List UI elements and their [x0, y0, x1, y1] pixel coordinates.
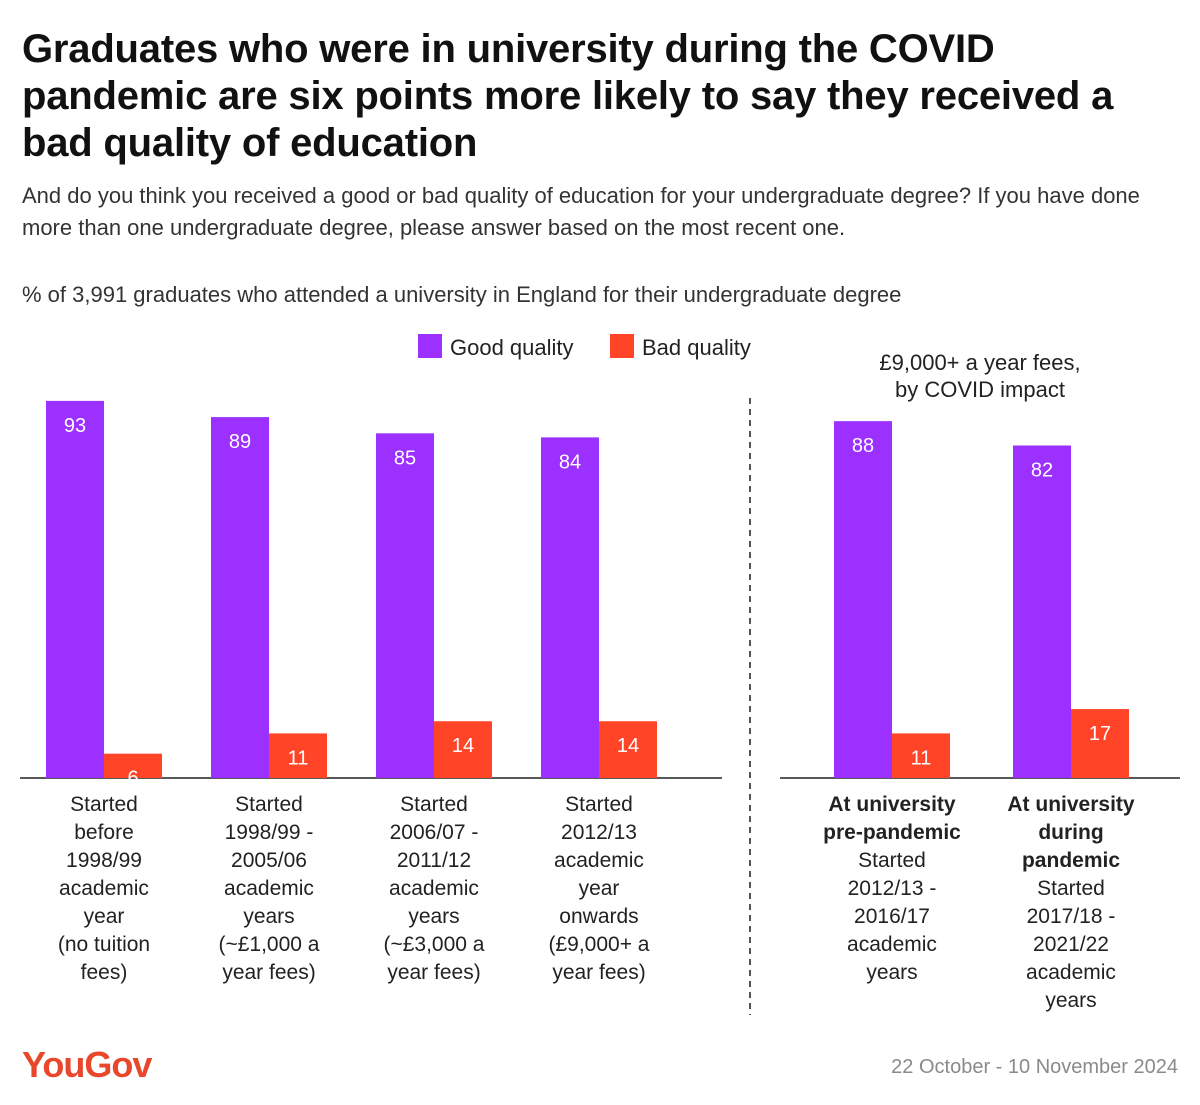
bar-bad-quality: [269, 733, 327, 778]
chart-subtitle: And do you think you received a good or …: [22, 183, 1140, 240]
chart-title: Graduates who were in university during …: [22, 27, 1114, 165]
bar-bad-quality: [599, 721, 657, 778]
bar-good-quality: [376, 433, 434, 778]
category-label-bold-line: pre-pandemic: [823, 821, 961, 844]
data-label-bad: 11: [911, 747, 932, 769]
data-label-good: 89: [229, 431, 251, 453]
category-label-line: 2012/13: [561, 821, 637, 844]
bar-bad-quality: [1071, 709, 1129, 778]
data-label-bad: 17: [1089, 723, 1111, 745]
category-label-line: 2021/22: [1033, 933, 1109, 956]
category-label-line: (~£1,000 a: [218, 933, 319, 956]
legend-swatch-bad: [610, 334, 634, 358]
category-label-line: Started: [1037, 877, 1105, 900]
category-label-line: (~£3,000 a: [383, 933, 484, 956]
category-label-line: year: [84, 905, 125, 928]
category-label-line: Started: [70, 793, 138, 816]
bar-good-quality: [46, 400, 104, 778]
category-label-line: academic: [847, 933, 937, 956]
category-label-line: 2005/06: [231, 849, 307, 872]
right-panel-title-line: by COVID impact: [895, 377, 1065, 402]
category-label-line: academic: [224, 877, 314, 900]
data-label-bad: 14: [452, 735, 474, 757]
category-label-line: fees): [81, 961, 128, 984]
category-label-line: academic: [389, 877, 479, 900]
category-label-bold-line: At university: [1007, 793, 1135, 816]
category-label-bold-line: pandemic: [1022, 849, 1120, 872]
category-label-line: Started: [565, 793, 633, 816]
data-label-good: 93: [64, 415, 86, 437]
right-panel-title-line: £9,000+ a year fees,: [879, 350, 1080, 375]
category-label-line: 1998/99: [66, 849, 142, 872]
category-label-line: academic: [554, 849, 644, 872]
category-label-line: 2006/07 -: [390, 821, 479, 844]
category-label-line: year fees): [387, 961, 480, 984]
category-label-bold-line: At university: [828, 793, 956, 816]
category-label-line: 2011/12: [397, 849, 471, 872]
bar-bad-quality: [104, 753, 162, 778]
category-label-line: Started: [235, 793, 303, 816]
category-label-line: 2012/13 -: [848, 877, 937, 900]
category-label-line: 2016/17: [854, 905, 930, 928]
category-label-line: years: [243, 905, 294, 928]
category-label-line: year fees): [552, 961, 645, 984]
category-label-line: academic: [1026, 961, 1116, 984]
data-label-bad: 11: [288, 747, 309, 769]
data-label-good: 84: [559, 451, 581, 473]
category-label-line: before: [74, 821, 134, 844]
category-label-line: onwards: [559, 905, 638, 928]
bar-good-quality: [541, 437, 599, 778]
category-label-line: years: [408, 905, 459, 928]
bar-bad-quality: [892, 733, 950, 778]
category-label-bold-line: during: [1038, 821, 1103, 844]
category-label-line: academic: [59, 877, 149, 900]
category-label-line: years: [866, 961, 917, 984]
data-label-good: 88: [852, 435, 874, 457]
category-label-line: year: [579, 877, 620, 900]
data-label-good: 82: [1031, 459, 1053, 481]
legend-label-bad: Bad quality: [642, 335, 751, 360]
category-label-line: Started: [400, 793, 468, 816]
data-label-good: 85: [394, 447, 416, 469]
yougov-logo: YouGov: [22, 1044, 152, 1085]
data-label-bad: 6: [127, 768, 138, 790]
base-note: % of 3,991 graduates who attended a univ…: [22, 282, 902, 307]
date-range: 22 October - 10 November 2024: [891, 1056, 1178, 1078]
category-label-line: 1998/99 -: [225, 821, 314, 844]
bar-good-quality: [211, 417, 269, 778]
category-label-line: (£9,000+ a: [548, 933, 649, 956]
legend-label-good: Good quality: [450, 335, 574, 360]
category-label-line: years: [1045, 989, 1096, 1012]
bar-good-quality: [834, 421, 892, 778]
category-label-line: (no tuition: [58, 933, 150, 956]
legend-swatch-good: [418, 334, 442, 358]
category-label-line: Started: [858, 849, 926, 872]
category-label-line: 2017/18 -: [1027, 905, 1116, 928]
bar-good-quality: [1013, 445, 1071, 778]
data-label-bad: 14: [617, 735, 639, 757]
category-label-line: year fees): [222, 961, 315, 984]
bar-bad-quality: [434, 721, 492, 778]
